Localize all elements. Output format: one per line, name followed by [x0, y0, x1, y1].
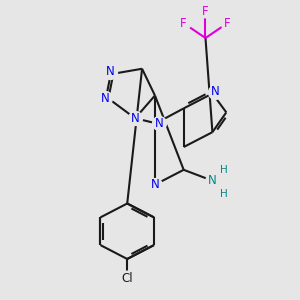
Text: N: N	[106, 65, 115, 78]
Text: N: N	[151, 178, 159, 191]
Text: N: N	[101, 92, 110, 105]
Text: F: F	[202, 5, 209, 18]
Text: F: F	[224, 17, 231, 30]
Text: H: H	[220, 165, 228, 175]
Text: N: N	[131, 112, 140, 125]
Text: N: N	[211, 85, 220, 98]
Text: H: H	[220, 189, 228, 199]
Text: Cl: Cl	[122, 272, 133, 285]
Text: N: N	[208, 174, 217, 187]
Text: N: N	[154, 117, 163, 130]
Text: F: F	[180, 17, 187, 30]
